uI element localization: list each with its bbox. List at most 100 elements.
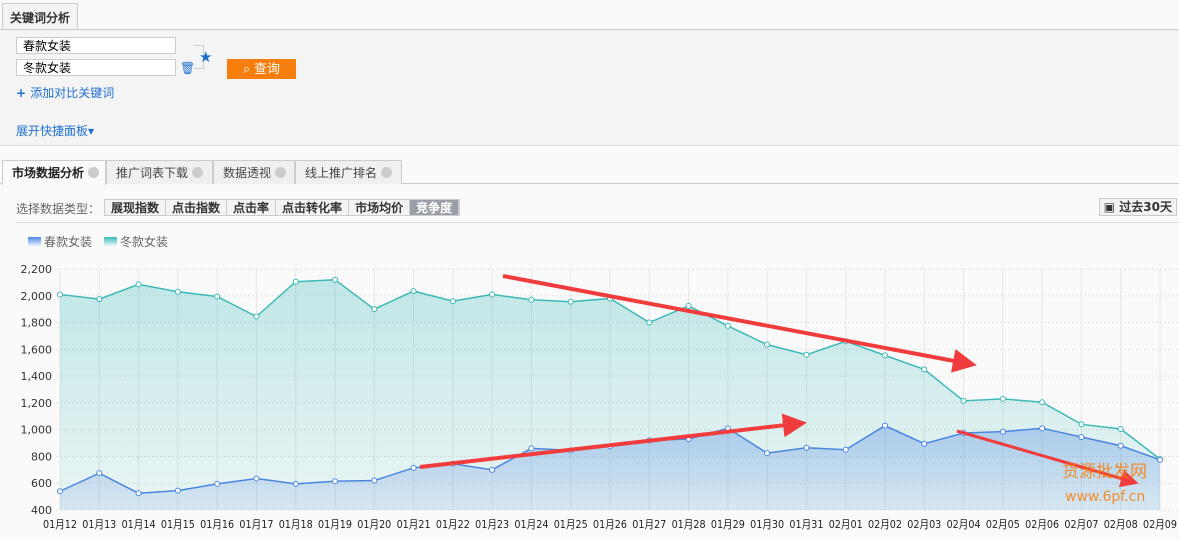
data-point [1117, 442, 1124, 449]
x-tick-label: 01月16 [200, 518, 234, 531]
data-point [96, 470, 103, 477]
y-tick-label: 1,600 [21, 343, 53, 356]
arrow-down [502, 274, 977, 373]
help-icon[interactable] [381, 167, 393, 178]
data-point [764, 450, 771, 457]
tab-online-ranking[interactable]: 线上推广排名 [295, 160, 402, 184]
type-conversion[interactable]: 点击转化率 [276, 200, 350, 215]
expand-panel-link[interactable]: 展开快捷面板▾ [16, 122, 94, 139]
search-icon: ⌕ [243, 61, 254, 76]
x-tick-label: 01月24 [514, 518, 548, 531]
chart: 400 600 800 1,000 1,200 1,400 1,600 1,800 2,000 2… [21, 263, 1179, 531]
data-point [646, 319, 653, 326]
x-tick-label: 02月07 [1064, 518, 1098, 531]
data-point [882, 422, 888, 429]
data-point [1039, 399, 1046, 406]
arrow-up [419, 413, 807, 469]
legend-winter[interactable]: 冬款女装 [104, 233, 168, 250]
data-point [999, 428, 1006, 435]
data-point [1117, 425, 1124, 432]
help-icon[interactable] [275, 167, 287, 178]
data-point [685, 302, 692, 309]
y-tick-label: 1,400 [21, 370, 53, 383]
data-type-label: 选择数据类型： [16, 202, 101, 216]
data-point [135, 281, 142, 288]
star-icon[interactable]: ★ [199, 48, 213, 66]
x-tick-label: 01月23 [475, 518, 509, 531]
annotation-arrows [419, 274, 1139, 488]
data-point [528, 445, 535, 452]
data-point [724, 425, 731, 432]
type-impressions[interactable]: 展现指数 [105, 200, 167, 215]
y-tick-label: 2,000 [21, 290, 53, 303]
x-tick-label: 01月22 [436, 518, 470, 531]
line-spring [59, 424, 1161, 495]
calendar-icon: ▣ [1103, 200, 1120, 214]
keyword-input-2[interactable] [16, 59, 176, 76]
date-range-button[interactable]: ▣ 过去30天 [1098, 198, 1177, 216]
data-point [999, 395, 1006, 402]
data-point [842, 446, 849, 453]
tab-data-pivot[interactable]: 数据透视 [213, 160, 295, 184]
tab-market-data[interactable]: 市场数据分析 [2, 160, 106, 185]
line-winter [59, 278, 1161, 460]
trash-icon[interactable]: 🗑 [180, 61, 196, 75]
data-point [921, 440, 928, 447]
data-point [1078, 421, 1085, 428]
data-point [253, 475, 260, 482]
keyword-panel [0, 29, 1179, 146]
type-competition[interactable]: 竞争度 [410, 200, 460, 215]
help-icon[interactable] [88, 167, 100, 178]
data-point [724, 322, 731, 329]
data-point [1157, 456, 1163, 463]
help-icon[interactable] [192, 167, 204, 178]
x-tick-label: 02月03 [907, 518, 941, 531]
data-point [135, 490, 142, 497]
data-point [489, 291, 496, 298]
data-point [174, 487, 181, 494]
data-point [332, 478, 338, 485]
data-point [1157, 456, 1163, 463]
type-clicks[interactable]: 点击指数 [166, 200, 228, 215]
type-ctr[interactable]: 点击率 [227, 200, 277, 215]
legend-swatch [28, 237, 41, 247]
tab-bar: 市场数据分析 推广词表下载 数据透视 线上推广排名 [0, 159, 1179, 185]
y-tick-label: 800 [31, 450, 52, 463]
x-tick-label: 01月19 [318, 518, 352, 531]
data-point [803, 351, 810, 358]
y-tick-label: 600 [31, 477, 52, 490]
x-tick-label: 02月08 [1104, 518, 1138, 531]
area-spring [60, 425, 1160, 510]
x-tick-label: 02月01 [829, 518, 863, 531]
data-point [214, 480, 221, 487]
tab-keyword-download[interactable]: 推广词表下载 [106, 160, 213, 184]
data-point [567, 298, 574, 305]
add-compare-link[interactable]: + 添加对比关键词 [16, 84, 114, 101]
arrow-down-2 [956, 429, 1139, 488]
data-point [803, 444, 810, 451]
legend-spring[interactable]: 春款女装 [28, 233, 92, 250]
caret-down-icon: ▾ [88, 124, 95, 138]
keyword-input-1[interactable] [16, 37, 176, 54]
data-point [960, 430, 967, 437]
data-point [253, 313, 260, 320]
legend-swatch [104, 237, 117, 247]
x-tick-label: 01月12 [43, 518, 77, 531]
data-point [449, 298, 456, 305]
x-tick-label: 02月05 [986, 518, 1020, 531]
x-tick-label: 01月18 [279, 518, 313, 531]
bracket-divider [194, 45, 204, 69]
x-tick-label: 01月30 [750, 518, 784, 531]
query-button[interactable]: ⌕ 查询 [227, 59, 296, 79]
data-point [489, 466, 496, 473]
data-point [607, 295, 613, 302]
x-tick-label: 01月14 [122, 518, 156, 531]
data-point [96, 296, 103, 303]
x-tick-label: 01月13 [82, 518, 116, 531]
data-point [607, 443, 613, 450]
y-tick-label: 1,000 [21, 424, 53, 437]
tab-keyword-analysis[interactable]: 关键词分析 [2, 3, 78, 30]
data-point [960, 397, 967, 404]
data-point [1078, 434, 1085, 441]
type-avg-price[interactable]: 市场均价 [349, 200, 411, 215]
